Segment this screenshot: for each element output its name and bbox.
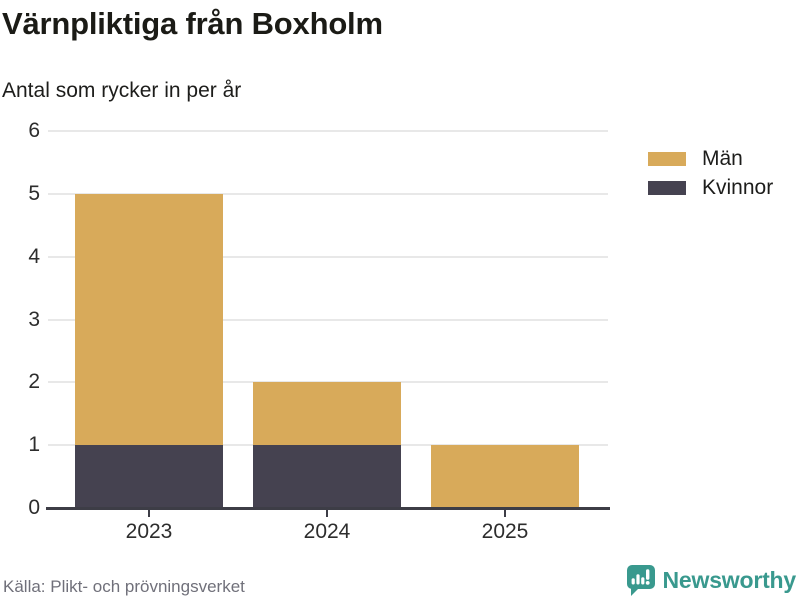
brand-logo: Newsworthy bbox=[626, 564, 796, 597]
x-axis-tick-label: 2023 bbox=[125, 520, 173, 543]
x-axis-tick-label: 2024 bbox=[303, 520, 351, 543]
legend-swatch-men bbox=[648, 152, 686, 166]
bar-2023-women bbox=[75, 445, 223, 508]
legend-label-women: Kvinnor bbox=[702, 176, 774, 199]
y-axis-tick-label: 2 bbox=[28, 370, 40, 394]
y-axis-tick-label: 3 bbox=[28, 307, 40, 331]
y-axis-tick-label: 4 bbox=[28, 244, 40, 268]
brand-name: Newsworthy bbox=[662, 567, 797, 593]
gridline-y5 bbox=[48, 192, 608, 195]
y-axis-tick-label: 6 bbox=[28, 119, 40, 142]
bar-2024-women bbox=[253, 445, 401, 508]
y-axis-tick-label: 5 bbox=[28, 181, 40, 205]
y-axis-tick-label: 0 bbox=[28, 496, 40, 519]
gridline-y3 bbox=[48, 318, 608, 321]
legend-label-men: Män bbox=[702, 147, 743, 170]
x-axis-tick-mark bbox=[148, 510, 150, 517]
gridline-y4 bbox=[48, 255, 608, 258]
bar-2025-men bbox=[431, 445, 579, 508]
chart-title: Värnpliktiga från Boxholm bbox=[2, 6, 383, 41]
x-axis-tick-mark bbox=[326, 510, 328, 517]
x-axis-line bbox=[46, 507, 610, 510]
newsworthy-icon bbox=[626, 565, 655, 596]
legend-swatch-women bbox=[648, 181, 686, 195]
bar-2023-men bbox=[75, 193, 223, 446]
y-axis-tick-label: 1 bbox=[28, 433, 40, 457]
legend-item-men: Män bbox=[648, 147, 773, 170]
x-axis-tick-label: 2025 bbox=[481, 520, 529, 543]
gridline-y6 bbox=[48, 130, 608, 132]
x-axis-tick-mark bbox=[504, 510, 506, 517]
bar-2024-men bbox=[253, 382, 401, 446]
chart-subtitle: Antal som rycker in per år bbox=[2, 79, 242, 102]
legend-item-women: Kvinnor bbox=[648, 176, 774, 199]
legend: Män Kvinnor bbox=[648, 147, 774, 207]
source-note: Källa: Plikt- och prövningsverket bbox=[3, 577, 245, 596]
